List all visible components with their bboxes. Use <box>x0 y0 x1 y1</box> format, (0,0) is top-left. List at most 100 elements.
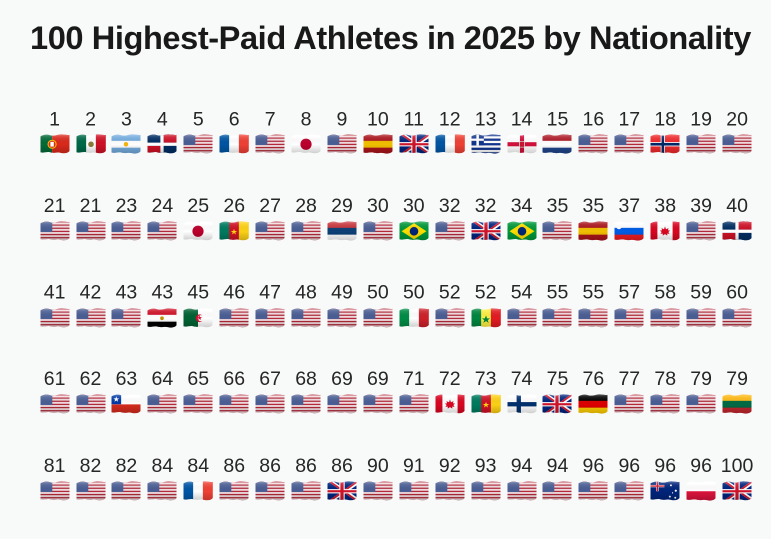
svg-text:49: 49 <box>331 282 353 304</box>
svg-text:10: 10 <box>367 108 389 130</box>
svg-text:76: 76 <box>583 368 605 390</box>
svg-text:35: 35 <box>583 195 605 217</box>
svg-text:90: 90 <box>367 455 389 477</box>
svg-text:59: 59 <box>690 282 712 304</box>
svg-text:96: 96 <box>654 455 676 477</box>
svg-text:74: 74 <box>511 368 533 390</box>
svg-text:5: 5 <box>193 108 204 130</box>
svg-text:81: 81 <box>44 455 66 477</box>
svg-text:69: 69 <box>367 368 389 390</box>
svg-text:12: 12 <box>439 108 461 130</box>
svg-text:24: 24 <box>152 195 174 217</box>
svg-text:34: 34 <box>511 195 533 217</box>
svg-text:75: 75 <box>547 368 569 390</box>
svg-text:52: 52 <box>439 282 461 304</box>
svg-text:38: 38 <box>654 195 676 217</box>
svg-text:61: 61 <box>44 368 66 390</box>
svg-text:50: 50 <box>403 282 425 304</box>
svg-text:40: 40 <box>726 195 748 217</box>
svg-text:4: 4 <box>157 108 168 130</box>
svg-text:73: 73 <box>475 368 497 390</box>
svg-text:60: 60 <box>726 282 748 304</box>
svg-text:41: 41 <box>44 282 66 304</box>
svg-text:96: 96 <box>618 455 640 477</box>
svg-text:16: 16 <box>583 108 605 130</box>
svg-text:54: 54 <box>511 282 533 304</box>
svg-text:20: 20 <box>726 108 748 130</box>
svg-text:66: 66 <box>223 368 245 390</box>
svg-text:78: 78 <box>654 368 676 390</box>
svg-text:21: 21 <box>44 195 66 217</box>
svg-text:84: 84 <box>187 455 209 477</box>
svg-text:15: 15 <box>547 108 569 130</box>
svg-text:43: 43 <box>116 282 138 304</box>
svg-text:32: 32 <box>439 195 461 217</box>
svg-text:18: 18 <box>654 108 676 130</box>
svg-text:46: 46 <box>223 282 245 304</box>
svg-text:69: 69 <box>331 368 353 390</box>
svg-text:2: 2 <box>85 108 96 130</box>
svg-text:35: 35 <box>547 195 569 217</box>
svg-text:7: 7 <box>265 108 276 130</box>
svg-text:93: 93 <box>475 455 497 477</box>
svg-text:45: 45 <box>187 282 209 304</box>
svg-text:19: 19 <box>690 108 712 130</box>
svg-text:96: 96 <box>583 455 605 477</box>
svg-text:63: 63 <box>116 368 138 390</box>
svg-text:17: 17 <box>618 108 640 130</box>
svg-text:86: 86 <box>295 455 317 477</box>
svg-text:94: 94 <box>511 455 533 477</box>
svg-text:86: 86 <box>223 455 245 477</box>
svg-text:86: 86 <box>259 455 281 477</box>
svg-text:82: 82 <box>80 455 102 477</box>
svg-text:100: 100 <box>721 455 754 477</box>
svg-text:86: 86 <box>331 455 353 477</box>
svg-text:48: 48 <box>295 282 317 304</box>
svg-text:30: 30 <box>403 195 425 217</box>
svg-text:64: 64 <box>152 368 174 390</box>
svg-text:28: 28 <box>295 195 317 217</box>
svg-text:30: 30 <box>367 195 389 217</box>
svg-text:68: 68 <box>295 368 317 390</box>
svg-text:67: 67 <box>259 368 281 390</box>
svg-text:37: 37 <box>618 195 640 217</box>
svg-text:62: 62 <box>80 368 102 390</box>
svg-text:11: 11 <box>404 108 424 130</box>
svg-text:77: 77 <box>618 368 640 390</box>
svg-text:55: 55 <box>583 282 605 304</box>
svg-text:14: 14 <box>511 108 533 130</box>
svg-text:91: 91 <box>403 455 425 477</box>
svg-text:71: 71 <box>403 368 425 390</box>
svg-text:72: 72 <box>439 368 461 390</box>
svg-text:43: 43 <box>152 282 174 304</box>
svg-text:23: 23 <box>116 195 138 217</box>
svg-text:52: 52 <box>475 282 497 304</box>
svg-text:42: 42 <box>80 282 102 304</box>
svg-text:47: 47 <box>259 282 281 304</box>
svg-text:92: 92 <box>439 455 461 477</box>
svg-text:58: 58 <box>654 282 676 304</box>
svg-text:57: 57 <box>618 282 640 304</box>
svg-text:82: 82 <box>116 455 138 477</box>
svg-text:9: 9 <box>337 108 348 130</box>
svg-text:39: 39 <box>690 195 712 217</box>
svg-text:79: 79 <box>726 368 748 390</box>
svg-text:8: 8 <box>301 108 312 130</box>
svg-text:21: 21 <box>80 195 102 217</box>
svg-text:50: 50 <box>367 282 389 304</box>
svg-text:25: 25 <box>187 195 209 217</box>
svg-text:94: 94 <box>547 455 569 477</box>
svg-text:27: 27 <box>259 195 281 217</box>
svg-text:65: 65 <box>187 368 209 390</box>
svg-text:6: 6 <box>229 108 240 130</box>
svg-text:29: 29 <box>331 195 353 217</box>
svg-text:26: 26 <box>223 195 245 217</box>
svg-text:84: 84 <box>152 455 174 477</box>
svg-text:55: 55 <box>547 282 569 304</box>
svg-text:32: 32 <box>475 195 497 217</box>
svg-text:79: 79 <box>690 368 712 390</box>
svg-text:3: 3 <box>121 108 132 130</box>
svg-text:96: 96 <box>690 455 712 477</box>
svg-text:13: 13 <box>475 108 497 130</box>
svg-text:1: 1 <box>49 108 60 130</box>
